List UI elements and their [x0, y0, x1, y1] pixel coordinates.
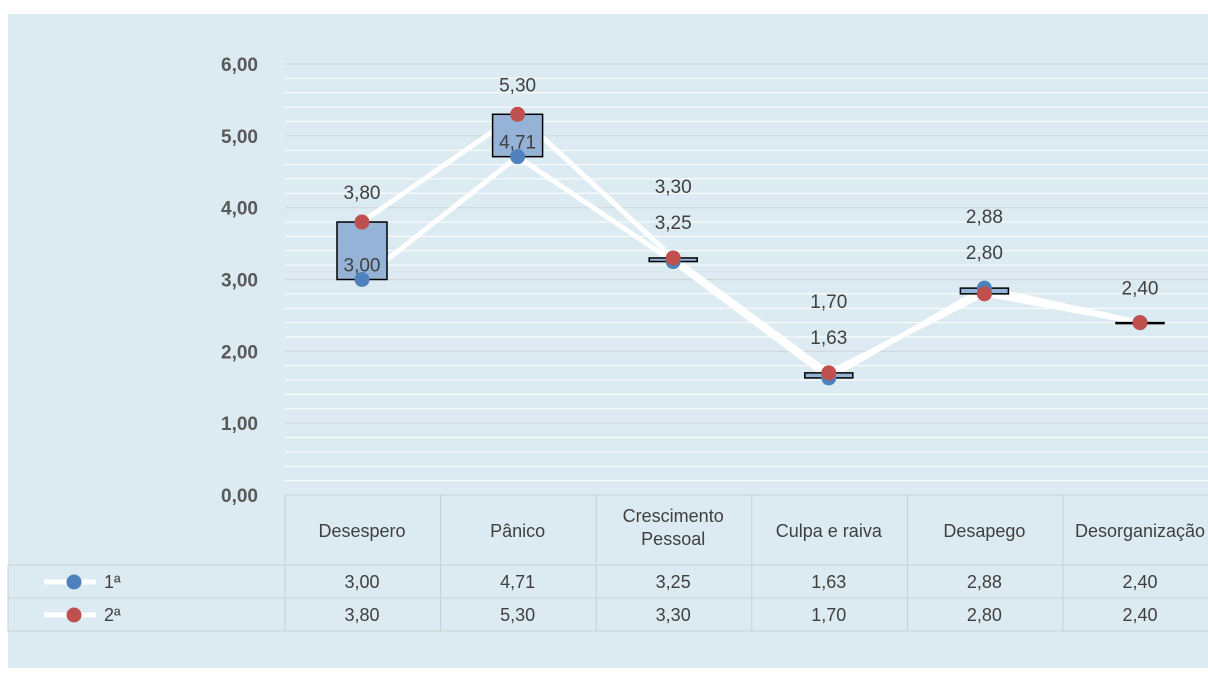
category-label: Culpa e raiva [776, 521, 883, 541]
up-down-bar [336, 221, 388, 281]
data-label: 3,80 [344, 183, 381, 204]
table-value: 2,40 [1122, 572, 1157, 592]
chart-panel [8, 14, 1208, 668]
category-label: Desespero [318, 521, 405, 541]
marker-series-2 [976, 286, 992, 302]
y-tick-label: 5,00 [221, 127, 258, 148]
table-value: 3,80 [344, 605, 379, 625]
data-label: 2,88 [966, 207, 1003, 228]
y-tick-label: 4,00 [221, 199, 258, 220]
table-value: 1,70 [811, 605, 846, 625]
table-value: 4,71 [500, 572, 535, 592]
legend-key-marker [66, 607, 82, 623]
series-name: 2ª [104, 605, 121, 625]
table-value: 2,80 [967, 605, 1002, 625]
table-value: 1,63 [811, 572, 846, 592]
data-label: 3,25 [655, 213, 692, 234]
marker-series-2 [665, 250, 681, 266]
category-label: Desorganização [1075, 521, 1205, 541]
data-label: 3,30 [655, 177, 692, 198]
y-tick-label: 0,00 [221, 486, 258, 507]
table-value: 3,00 [344, 572, 379, 592]
series-line-2 [360, 111, 1141, 376]
marker-series-2 [510, 106, 526, 122]
data-label: 1,63 [810, 328, 847, 349]
marker-series-1 [510, 149, 526, 165]
y-tick-label: 6,00 [221, 55, 258, 76]
y-tick-label: 1,00 [221, 414, 258, 435]
marker-series-1 [354, 272, 370, 287]
marker-series-2 [354, 214, 370, 230]
table-value: 3,25 [656, 572, 691, 592]
table-value: 5,30 [500, 605, 535, 625]
data-label: 1,70 [810, 292, 847, 313]
data-label: 2,80 [966, 243, 1003, 264]
legend-key-marker [66, 574, 82, 590]
data-label: 5,30 [499, 75, 536, 96]
data-label: 2,40 [1122, 279, 1159, 300]
data-label: 4,71 [499, 133, 536, 154]
y-tick-label: 3,00 [221, 271, 258, 292]
series-line-1 [360, 154, 1141, 381]
table-value: 3,30 [656, 605, 691, 625]
category-label: Pânico [490, 521, 545, 541]
category-label: Desapego [943, 521, 1025, 541]
marker-series-2 [1132, 315, 1148, 331]
table-value: 2,88 [967, 572, 1002, 592]
series-name: 1ª [104, 572, 121, 592]
marker-series-2 [821, 365, 837, 381]
table-value: 2,40 [1122, 605, 1157, 625]
category-label: Crescimento Pessoal [623, 506, 724, 549]
data-label: 3,00 [344, 256, 381, 277]
y-tick-label: 2,00 [221, 342, 258, 363]
